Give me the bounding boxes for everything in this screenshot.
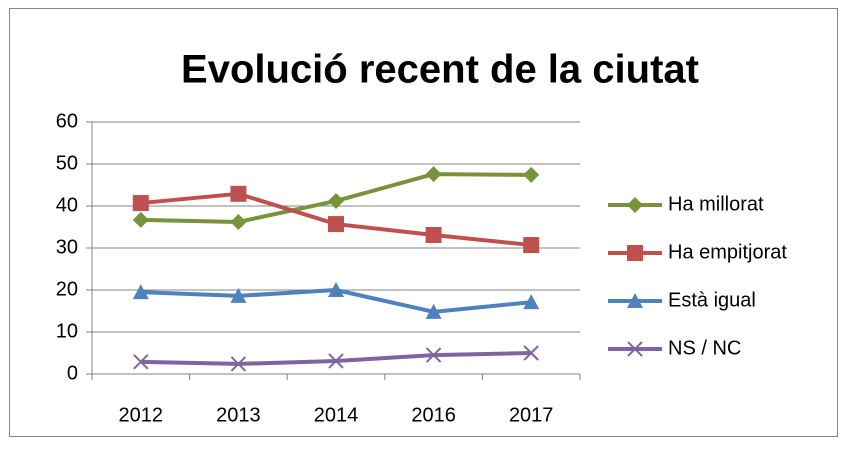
data-point bbox=[230, 287, 247, 303]
data-point bbox=[230, 213, 247, 230]
data-point bbox=[132, 195, 149, 212]
x-tick-label: 2016 bbox=[411, 404, 456, 426]
data-point bbox=[230, 356, 247, 372]
y-tick-label: 50 bbox=[56, 152, 78, 174]
data-point bbox=[523, 294, 540, 310]
legend-label: Ha millorat bbox=[668, 193, 764, 215]
data-point bbox=[425, 347, 442, 363]
legend-label: Ha empitjorat bbox=[668, 241, 787, 263]
y-tick-label: 10 bbox=[56, 320, 78, 342]
data-point bbox=[328, 192, 344, 209]
x-tick-label: 2013 bbox=[216, 404, 261, 426]
data-point bbox=[133, 354, 149, 370]
y-tick-label: 40 bbox=[56, 194, 78, 216]
x-tick-label: 2012 bbox=[119, 404, 164, 426]
data-point bbox=[425, 303, 442, 319]
legend-marker bbox=[627, 293, 643, 308]
data-point bbox=[230, 185, 247, 202]
legend-marker bbox=[627, 341, 643, 357]
legend-marker bbox=[627, 197, 643, 213]
data-point bbox=[523, 237, 540, 254]
data-point bbox=[328, 282, 344, 297]
data-point bbox=[328, 353, 344, 369]
chart-title: Evolució recent de la ciutat bbox=[181, 48, 699, 92]
y-tick-label: 0 bbox=[67, 362, 78, 384]
y-tick-label: 20 bbox=[56, 278, 78, 300]
data-point bbox=[425, 226, 442, 243]
legend-label: NS / NC bbox=[668, 337, 741, 359]
chart-border bbox=[9, 8, 838, 437]
data-point bbox=[132, 284, 149, 300]
data-point bbox=[328, 216, 344, 233]
data-point bbox=[425, 166, 442, 183]
legend-marker bbox=[627, 245, 643, 261]
y-tick-label: 60 bbox=[56, 110, 78, 132]
legend-label: Està igual bbox=[668, 289, 756, 311]
data-point bbox=[523, 345, 539, 361]
y-tick-label: 30 bbox=[56, 236, 78, 258]
x-tick-label: 2017 bbox=[509, 404, 554, 426]
data-point bbox=[132, 211, 149, 228]
data-point bbox=[523, 166, 540, 183]
x-tick-label: 2014 bbox=[314, 404, 359, 426]
